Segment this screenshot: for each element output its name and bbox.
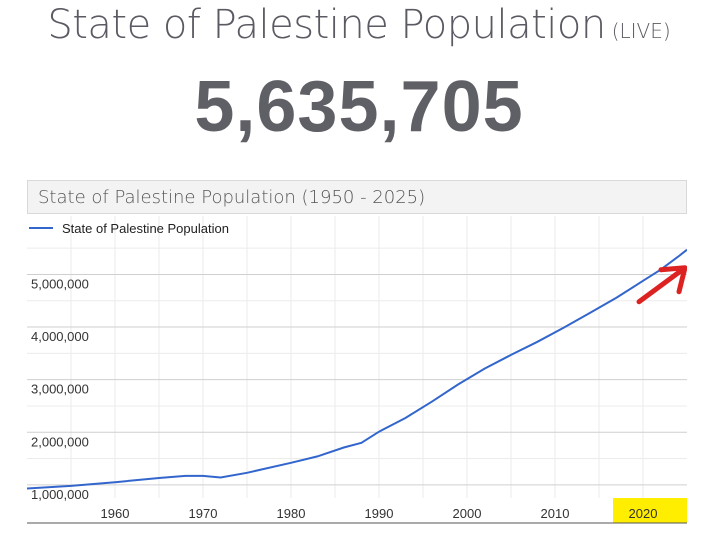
- annotation-arrow-shaft: [636, 268, 684, 305]
- x-tick-label: 1990: [365, 506, 394, 521]
- x-tick-label: 2020: [629, 506, 658, 521]
- chart-plot: 1,000,000 2,000,000 3,000,000 4,000,000 5,00…: [27, 216, 687, 524]
- page-heading: State of Palestine Population (LIVE): [0, 2, 718, 48]
- page-title: State of Palestine Population: [47, 2, 606, 48]
- y-tick-label: 2,000,000: [31, 434, 89, 449]
- population-chart: State of Palestine Population (1950 - 20…: [27, 180, 687, 525]
- live-population-counter: 5,635,705: [194, 67, 524, 147]
- chart-header: State of Palestine Population (1950 - 20…: [27, 180, 687, 214]
- x-tick-label: 1980: [277, 506, 306, 521]
- y-tick-label: 1,000,000: [31, 487, 89, 502]
- live-tag: (LIVE): [611, 19, 671, 43]
- x-tick-label: 2010: [541, 506, 570, 521]
- legend-label: State of Palestine Population: [62, 221, 229, 236]
- x-tick-label: 1960: [101, 506, 130, 521]
- x-tick-label: 2000: [453, 506, 482, 521]
- y-tick-label: 4,000,000: [31, 329, 89, 344]
- y-tick-label: 5,000,000: [31, 276, 89, 291]
- y-tick-label: 3,000,000: [31, 382, 89, 397]
- annotation-arrow-head: [658, 265, 687, 295]
- x-tick-label: 1970: [189, 506, 218, 521]
- chart-title: State of Palestine Population (1950 - 20…: [38, 187, 426, 208]
- series-line: [27, 248, 687, 490]
- tick-highlight: [613, 498, 687, 523]
